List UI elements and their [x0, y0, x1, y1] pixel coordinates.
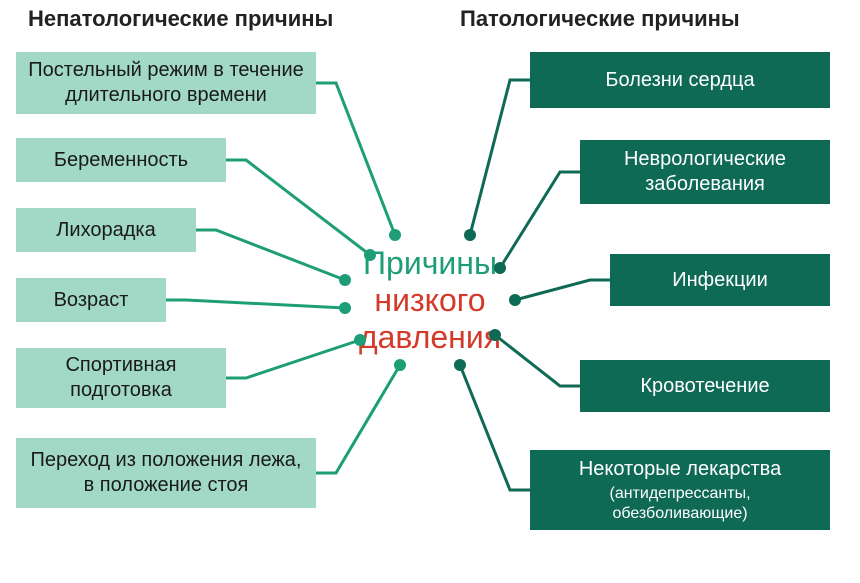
box-posture: Переход из положения лежа, в положение с…: [16, 438, 316, 508]
box-age: Возраст: [16, 278, 166, 322]
box-pregnancy: Беременность: [16, 138, 226, 182]
left-header: Непатологические причины: [28, 6, 333, 32]
center-line1: Причины: [340, 245, 520, 282]
connector-fever: [196, 230, 345, 280]
connector-dot-posture: [394, 359, 406, 371]
box-bleeding: Кровотечение: [580, 360, 830, 412]
connector-bed-rest: [316, 83, 395, 235]
diagram-root: Непатологические причины Патологические …: [0, 0, 860, 583]
connector-pregnancy: [226, 160, 370, 255]
center-line2: низкого: [340, 282, 520, 319]
connector-posture: [316, 365, 400, 473]
connector-age: [166, 300, 345, 308]
box-infection: Инфекции: [610, 254, 830, 306]
connector-heart: [470, 80, 530, 235]
box-heart: Болезни сердца: [530, 52, 830, 108]
connector-dot-bed-rest: [389, 229, 401, 241]
center-line3: давления: [340, 319, 520, 356]
connector-meds: [460, 365, 530, 490]
connector-dot-heart: [464, 229, 476, 241]
box-sport: Спортивная подготовка: [16, 348, 226, 408]
right-header: Патологические причины: [460, 6, 740, 32]
box-neuro: Неврологические заболевания: [580, 140, 830, 204]
box-meds: Некоторые лекарства(антидепрессанты, обе…: [530, 450, 830, 530]
connector-infection: [515, 280, 610, 300]
connector-dot-meds: [454, 359, 466, 371]
center-title: Причины низкого давления: [340, 245, 520, 356]
box-fever: Лихорадка: [16, 208, 196, 252]
box-bed-rest: Постельный режим в течение длительного в…: [16, 52, 316, 114]
